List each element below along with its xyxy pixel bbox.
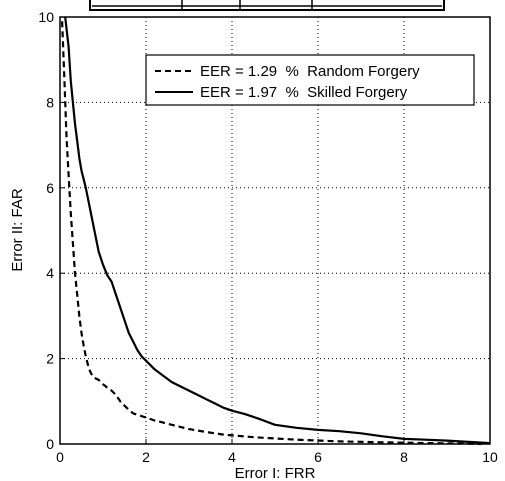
y-axis-ticks: 0 2 4 6 8 10	[38, 9, 65, 452]
y-tick-label: 6	[46, 180, 54, 196]
x-tick-label: 4	[228, 449, 236, 465]
y-tick-label: 2	[46, 351, 54, 367]
y-axis-label: Error II: FAR	[9, 188, 26, 272]
series-line-1	[64, 16, 491, 445]
x-axis-ticks: 0 2 4 6 8 10	[56, 439, 498, 465]
legend: EER = 1.29 % Random Forgery EER = 1.97 %…	[145, 54, 475, 106]
plot-frame	[59, 16, 491, 445]
series-lines	[61, 16, 491, 446]
x-tick-label: 8	[400, 449, 408, 465]
x-tick-label: 0	[56, 449, 64, 465]
y-tick-label: 4	[46, 265, 54, 281]
y-tick-label: 0	[46, 436, 54, 452]
legend-label-random: EER = 1.29 % Random Forgery	[200, 63, 420, 80]
x-tick-label: 6	[314, 449, 322, 465]
series-line-0	[61, 21, 482, 446]
x-axis-label: Error I: FRR	[235, 465, 316, 481]
cropped-table-border	[89, 0, 445, 11]
x-tick-label: 10	[482, 449, 498, 465]
y-tick-label: 8	[46, 94, 54, 110]
y-tick-label: 10	[38, 9, 54, 25]
legend-box	[145, 54, 475, 106]
legend-label-skilled: EER = 1.97 % Skilled Forgery	[200, 84, 408, 101]
cropped-table-frame	[89, 0, 445, 11]
x-tick-label: 2	[142, 449, 150, 465]
